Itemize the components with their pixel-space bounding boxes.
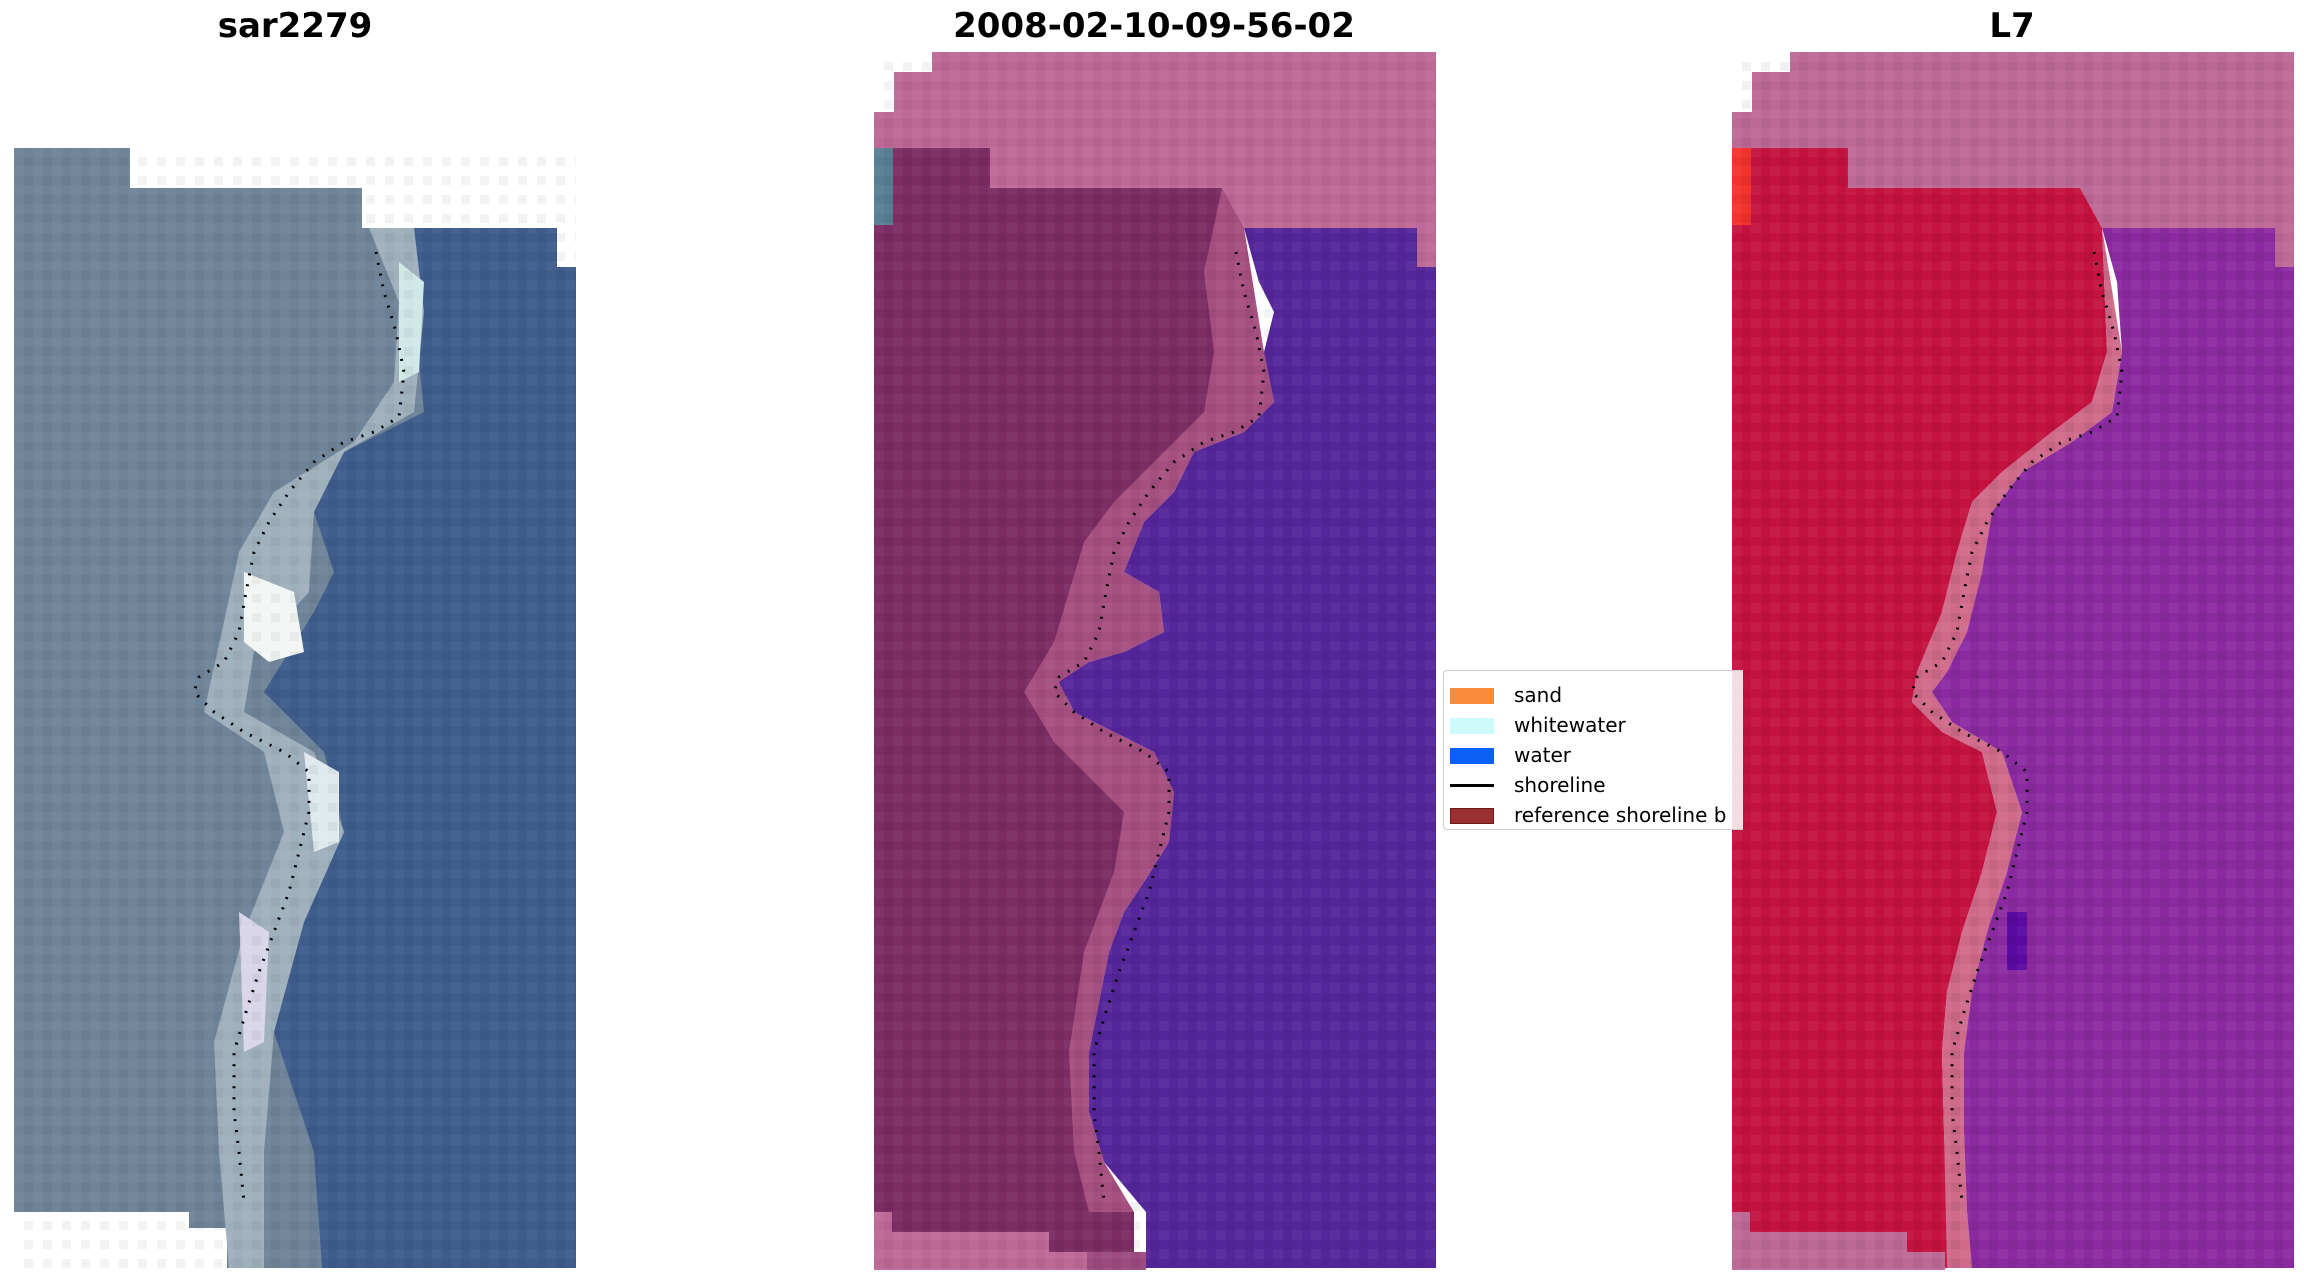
- index-image-panel: [1732, 52, 2294, 1270]
- sand-swatch: [1450, 688, 1494, 704]
- legend-label: whitewater: [1514, 713, 1626, 737]
- rgb-satellite-image-panel: [14, 52, 576, 1270]
- panel-title-sensor: L7: [1989, 6, 2035, 46]
- panel-title-image: sar2279: [217, 6, 373, 46]
- legend-label: sand: [1514, 683, 1563, 707]
- legend-label: water: [1514, 743, 1571, 767]
- reference-shoreline-swatch: [1450, 808, 1494, 824]
- legend-label: reference shoreline b: [1514, 803, 1727, 827]
- legend-label: shoreline: [1514, 773, 1606, 797]
- legend: sand whitewater water shoreline referenc…: [1443, 670, 1743, 830]
- water-swatch: [1450, 748, 1494, 764]
- panel-title-date: 2008-02-10-09-56-02: [953, 6, 1355, 46]
- classified-image-panel: [874, 52, 1436, 1270]
- shoreline-swatch: [1450, 784, 1494, 787]
- whitewater-swatch: [1450, 718, 1494, 734]
